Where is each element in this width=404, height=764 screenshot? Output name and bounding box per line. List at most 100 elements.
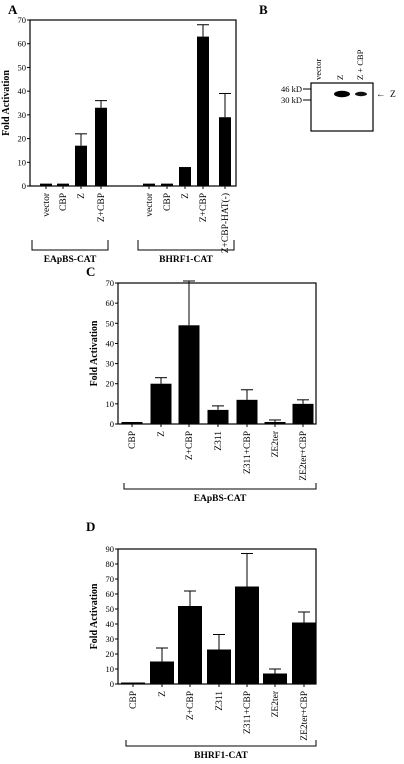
chart-a-group-bracket <box>137 240 235 251</box>
chart-panel-d: 0 10 20 30 40 50 60 70 80 90 Fold Activation CBP Z Z+… <box>89 544 317 761</box>
chart-a-group-label: EApBS-CAT <box>44 255 97 265</box>
chart-c-category-label: CBP <box>128 431 138 449</box>
chart-c-group-bracket <box>123 483 317 490</box>
chart-a-ytick-label: 70 <box>18 15 27 25</box>
chart-a-category-label: CBP <box>59 193 69 211</box>
chart-c-frame <box>117 282 317 425</box>
chart-d-category-label: Z311+CBP <box>243 691 253 734</box>
blot-lane-label-z: Z <box>335 75 345 80</box>
chart-c-ytick-label: 20 <box>106 379 115 389</box>
chart-d-category-label: Z+CBP <box>186 691 196 720</box>
chart-c-bar <box>121 421 143 424</box>
chart-d-bar <box>121 682 145 684</box>
chart-a-category-label: Z+CBP <box>97 193 107 222</box>
chart-c-ytick-label: 40 <box>106 338 115 348</box>
panel-label-a: A <box>8 2 18 17</box>
blot-marker-30: 30 kD <box>281 95 302 105</box>
chart-a-ytick-label: 40 <box>18 86 27 96</box>
chart-d-ytick-label: 60 <box>106 589 115 599</box>
chart-d-ytick-label: 80 <box>106 559 115 569</box>
chart-c-bar <box>207 409 229 424</box>
chart-c-category-label: Z311 <box>214 431 224 451</box>
blot-band-z-cbp <box>355 91 367 97</box>
chart-c-ytick-label: 70 <box>106 278 115 288</box>
chart-a-category-label: Z <box>181 193 191 199</box>
chart-c-category-label: ZE2ter+CBP <box>299 431 309 481</box>
chart-a-bar <box>197 36 209 186</box>
chart-c-ytick-label: 10 <box>106 399 115 409</box>
western-blot: vector Z Z + CBP 46 kD 30 kD ← Z <box>281 49 396 132</box>
chart-c-bar <box>178 325 200 424</box>
chart-d-ylabel: Fold Activation <box>89 583 100 649</box>
blot-lane-label-z-cbp: Z + CBP <box>355 49 365 80</box>
blot-arrow: ← <box>376 90 386 100</box>
chart-d-ytick-label: 30 <box>106 634 115 644</box>
chart-d-group-bracket <box>125 740 317 747</box>
chart-d-category-label: Z311 <box>215 691 225 711</box>
chart-c-bar <box>236 399 258 424</box>
chart-a-category-label: Z+CBP-HAT(-) <box>220 193 231 253</box>
chart-a-group-label: BHRF1-CAT <box>159 255 213 265</box>
chart-c-ylabel: Fold Activation <box>89 320 100 386</box>
chart-c-ytick-label: 60 <box>106 298 115 308</box>
blot-lane-label-vector: vector <box>313 59 323 80</box>
chart-a-category-label: vector <box>145 192 155 217</box>
chart-d-bar <box>207 649 231 684</box>
chart-c-category-label: Z+CBP <box>185 431 195 460</box>
chart-a-bar <box>95 107 107 186</box>
chart-c-category-label: Z <box>157 431 167 437</box>
chart-d-ytick-label: 50 <box>106 604 115 614</box>
chart-c-ytick-label: 50 <box>106 318 115 328</box>
chart-a-category-label: vector <box>42 192 52 217</box>
chart-a-bar <box>219 117 231 186</box>
chart-a-ytick-label: 0 <box>22 181 26 191</box>
chart-a-group-bracket <box>31 240 109 251</box>
chart-a-bar <box>57 183 69 186</box>
chart-d-bar <box>235 586 259 684</box>
chart-d-category-label: ZE2ter+CBP <box>300 691 310 741</box>
chart-d-category-label: Z <box>158 691 168 697</box>
chart-d-group-label: BHRF1-CAT <box>194 751 248 761</box>
chart-d-ytick-label: 90 <box>106 544 115 554</box>
chart-a-category-label: Z <box>77 193 87 199</box>
chart-c-category-label: ZE2ter <box>271 430 281 457</box>
chart-a-category-label: Z+CBP <box>199 193 209 222</box>
chart-d-ytick-label: 10 <box>106 664 115 674</box>
chart-panel-c: 0 10 20 30 40 50 60 70 Fold Activation CBP Z Z+CBP Z… <box>89 278 317 504</box>
chart-c-ytick-label: 0 <box>110 419 114 429</box>
chart-c-ytick-label: 30 <box>106 359 115 369</box>
chart-a-ylabel: Fold Activation <box>1 70 12 136</box>
panel-label-d: D <box>86 519 95 534</box>
chart-a-ytick-label: 10 <box>18 157 27 167</box>
chart-a-frame <box>29 19 237 187</box>
chart-d-ytick-label: 40 <box>106 619 115 629</box>
chart-a-category-label: CBP <box>163 193 173 211</box>
chart-c-group-label: EApBS-CAT <box>194 494 247 504</box>
panel-label-c: C <box>86 264 95 279</box>
chart-a-bar <box>75 145 87 186</box>
chart-c-bar <box>150 383 172 424</box>
chart-d-bar <box>178 606 202 684</box>
chart-c-bar <box>264 421 286 424</box>
chart-d-ytick-label: 20 <box>106 649 115 659</box>
blot-band-label: Z <box>390 90 396 100</box>
chart-d-ytick-label: 0 <box>110 679 114 689</box>
chart-a-ytick-label: 30 <box>18 110 27 120</box>
chart-a-bar <box>40 183 52 186</box>
chart-a-ytick-label: 20 <box>18 134 27 144</box>
chart-a-ytick-label: 60 <box>18 39 27 49</box>
panel-label-b: B <box>259 2 268 17</box>
chart-a-ytick-label: 50 <box>18 62 27 72</box>
chart-d-bar <box>292 622 316 684</box>
chart-c-category-label: Z311+CBP <box>243 431 253 474</box>
chart-d-bar <box>263 673 287 684</box>
chart-d-category-label: CBP <box>129 691 139 709</box>
chart-a-bar <box>179 167 191 186</box>
chart-a-bar <box>161 183 173 186</box>
chart-d-bar <box>150 661 174 684</box>
chart-c-bar <box>292 403 314 424</box>
blot-marker-46: 46 kD <box>281 84 302 94</box>
chart-panel-a: 0 10 20 30 40 50 60 70 Fold Activation vector CBP Z… <box>1 15 237 265</box>
chart-a-bar <box>143 183 155 186</box>
